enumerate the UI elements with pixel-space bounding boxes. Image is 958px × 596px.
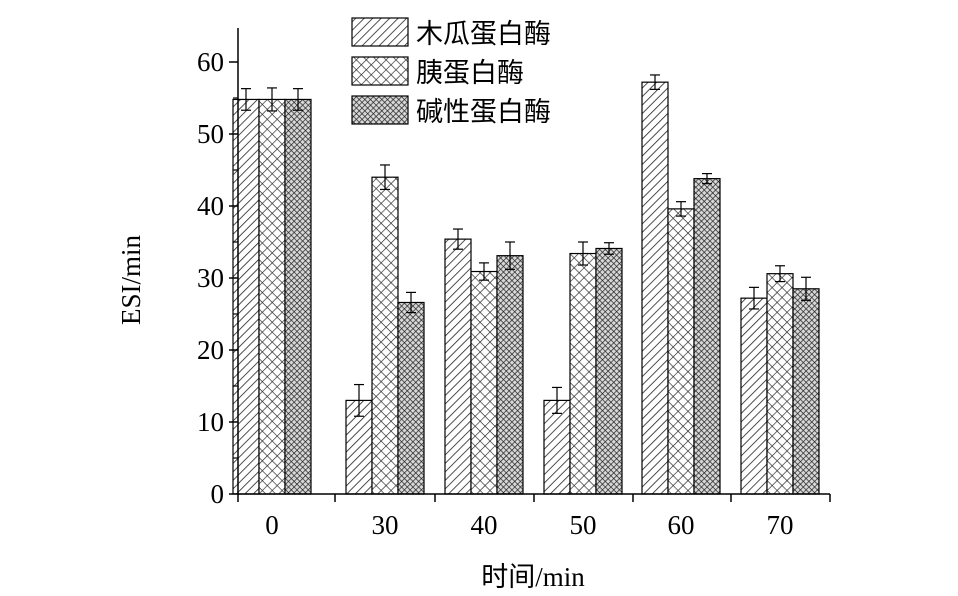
legend-label: 碱性蛋白酶 — [416, 97, 551, 128]
y-tick-label: 10 — [197, 407, 224, 437]
bar — [470, 270, 498, 495]
y-tick-label: 40 — [197, 191, 224, 221]
y-tick-label: 60 — [197, 47, 224, 77]
bar — [496, 255, 524, 495]
legend-label: 胰蛋白酶 — [416, 58, 524, 89]
bar — [569, 252, 597, 495]
bar — [397, 301, 425, 495]
x-tick-label: 60 — [668, 510, 695, 540]
bar — [792, 288, 820, 495]
x-tick-label: 50 — [570, 510, 597, 540]
legend-swatch — [351, 56, 409, 86]
bar — [641, 81, 669, 495]
bar — [232, 98, 260, 495]
bar — [543, 399, 571, 495]
x-tick-label: 0 — [265, 510, 279, 540]
legend-swatch — [351, 95, 409, 125]
y-tick-label: 30 — [197, 263, 224, 293]
y-axis: 0 10 20 30 40 50 60 — [197, 28, 239, 509]
y-tick-label: 0 — [211, 479, 225, 509]
x-tick-label: 70 — [767, 510, 794, 540]
bar — [444, 238, 472, 495]
y-axis-label: ESI/min — [116, 235, 146, 326]
y-tick-label: 20 — [197, 335, 224, 365]
bar — [667, 208, 695, 495]
bar — [693, 178, 721, 495]
y-tick-label: 50 — [197, 119, 224, 149]
bar — [595, 247, 623, 495]
x-axis: 0 30 40 50 60 70 — [237, 493, 831, 540]
bar — [258, 98, 286, 495]
legend-swatch — [351, 17, 409, 47]
bar — [740, 297, 768, 495]
x-tick-label: 40 — [471, 510, 498, 540]
bar — [371, 176, 399, 495]
plot-area — [232, 74, 820, 495]
bar — [284, 98, 312, 495]
legend-label: 木瓜蛋白酶 — [416, 19, 551, 50]
x-tick-label: 30 — [372, 510, 399, 540]
x-axis-label: 时间/min — [481, 562, 585, 592]
bar — [766, 273, 794, 495]
